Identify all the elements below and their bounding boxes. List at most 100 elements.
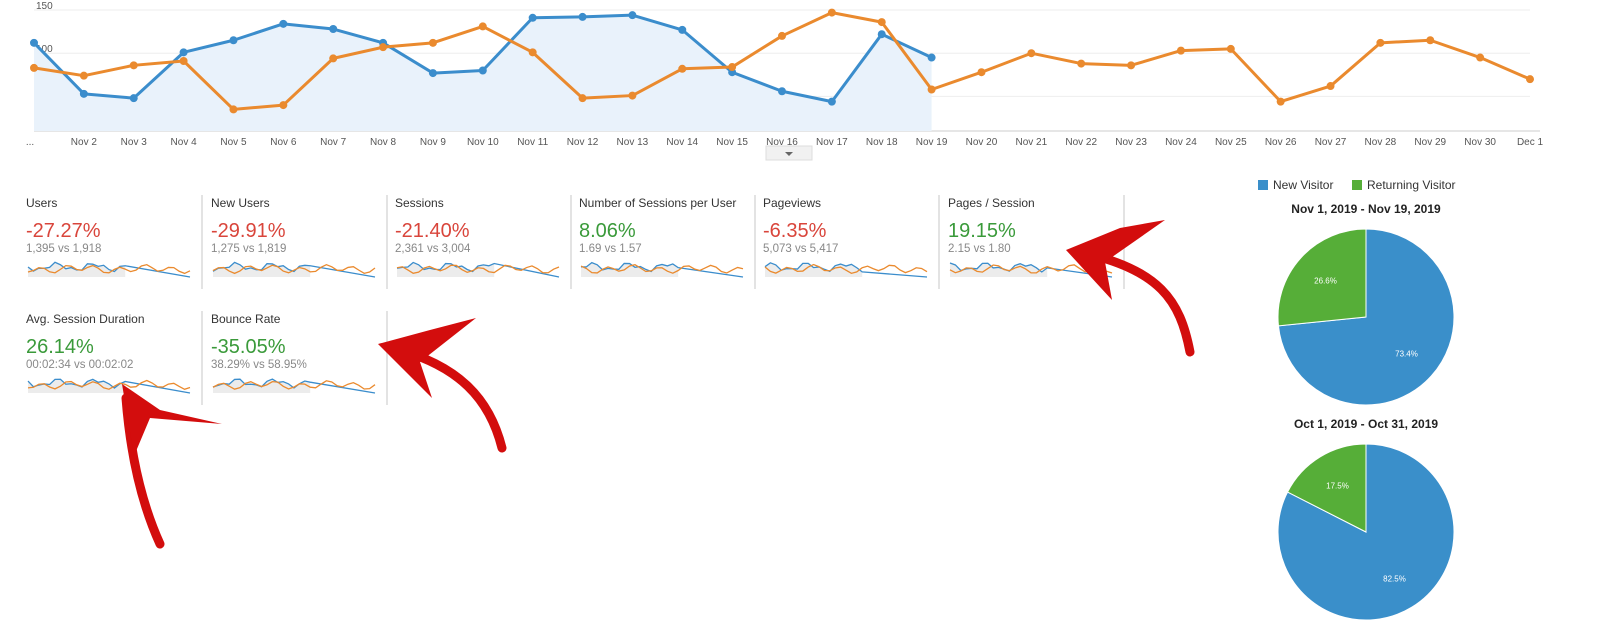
x-tick-label: Dec 1: [1517, 137, 1544, 148]
metric-cards: Users -27.27%1,395 vs 1,918 New Users -29.9…: [26, 195, 1125, 405]
arrowhead: [1066, 220, 1165, 300]
metric-name: Number of Sessions per User: [579, 196, 736, 210]
x-tick-label: Nov 3: [121, 137, 148, 148]
x-tick-label: Nov 28: [1365, 137, 1397, 148]
data-point: [1326, 82, 1335, 91]
x-tick-label: Nov 26: [1265, 137, 1297, 148]
pie-title: Oct 1, 2019 - Oct 31, 2019: [1294, 417, 1438, 431]
data-point: [578, 94, 587, 103]
metric-change: -21.40%: [395, 220, 470, 242]
pie-label: 73.4%: [1395, 350, 1418, 359]
metric-card[interactable]: Sessions -21.40%2,361 vs 3,004: [395, 195, 572, 289]
legend-label: New Visitor: [1273, 178, 1333, 192]
legend-label: Returning Visitor: [1367, 178, 1456, 192]
sparkline-shade: [213, 379, 311, 393]
metric-comparison: 2.15 vs 1.80: [948, 243, 1011, 255]
pie-label: 17.5%: [1326, 481, 1349, 490]
x-tick-label: Nov 30: [1464, 137, 1496, 148]
metric-comparison: 00:02:34 vs 00:02:02: [26, 359, 133, 371]
data-point: [678, 25, 687, 34]
data-point: [478, 66, 487, 75]
data-point: [478, 22, 487, 31]
metric-card[interactable]: Users -27.27%1,395 vs 1,918: [26, 195, 203, 289]
arrowhead: [122, 384, 222, 456]
sparkline-shade: [581, 262, 679, 277]
data-point: [329, 25, 338, 34]
data-point: [129, 94, 138, 103]
sparkline: [27, 263, 191, 275]
sparkline: [212, 380, 376, 390]
metric-card[interactable]: Pageviews -6.35%5,073 vs 5,417: [763, 195, 940, 289]
data-point: [528, 13, 537, 22]
data-point: [877, 18, 886, 27]
data-point: [678, 64, 687, 73]
sparkline: [949, 264, 1113, 274]
sparkline-shade: [950, 263, 1048, 277]
x-tick-label: Nov 6: [270, 137, 297, 148]
metric-card[interactable]: Pages / Session 19.15%2.15 vs 1.80: [948, 195, 1125, 289]
x-tick-label: Nov 5: [220, 137, 247, 148]
data-point: [79, 71, 88, 80]
x-tick-label: Nov 18: [866, 137, 898, 148]
legend-swatch: [1258, 180, 1268, 190]
data-point: [30, 63, 38, 72]
metric-card[interactable]: Number of Sessions per User 8.06%1.69 vs …: [579, 195, 756, 289]
data-point: [827, 97, 836, 106]
metric-change: -6.35%: [763, 220, 827, 242]
data-point: [628, 91, 637, 100]
data-point: [927, 53, 936, 62]
pie-slice: [1286, 443, 1367, 533]
metric-change: 19.15%: [948, 220, 1016, 242]
data-point: [1276, 97, 1285, 106]
sparkline: [212, 261, 376, 278]
data-point: [528, 48, 537, 57]
x-tick-label: Nov 7: [320, 137, 347, 148]
data-point: [30, 38, 38, 47]
metric-name: New Users: [211, 196, 270, 210]
data-point: [1376, 38, 1385, 47]
metric-name: Users: [26, 196, 57, 210]
x-tick-label: Nov 12: [567, 137, 599, 148]
sparkline: [764, 263, 928, 275]
x-tick-label: Nov 23: [1115, 137, 1147, 148]
metric-name: Bounce Rate: [211, 312, 281, 326]
data-point: [877, 30, 886, 39]
sparkline: [27, 379, 191, 390]
data-point: [1027, 49, 1036, 58]
metric-card[interactable]: Bounce Rate -35.05%38.29% vs 58.95%: [211, 311, 388, 405]
metric-card[interactable]: New Users -29.91%1,275 vs 1,819: [211, 195, 388, 289]
metric-change: 8.06%: [579, 220, 636, 242]
pie-slice: [1277, 228, 1367, 327]
data-point: [179, 56, 188, 65]
pie-label: 26.6%: [1314, 276, 1337, 285]
x-tick-label: Nov 25: [1215, 137, 1247, 148]
x-tick-label: Nov 16: [766, 137, 798, 148]
data-point: [279, 101, 288, 110]
data-point: [329, 54, 338, 63]
x-tick-label: Nov 10: [467, 137, 499, 148]
x-tick-label: Nov 22: [1065, 137, 1097, 148]
data-point: [1476, 53, 1485, 62]
data-point: [827, 8, 836, 17]
metric-change: -29.91%: [211, 220, 286, 242]
sparkline-shade: [213, 262, 311, 277]
data-point: [279, 19, 288, 28]
annotation-arrows: [121, 220, 1195, 549]
metric-card[interactable]: Avg. Session Duration 26.14%00:02:34 vs 0…: [26, 311, 203, 405]
pie-charts: Nov 1, 2019 - Nov 19, 2019 New Visitor Ret…: [1258, 178, 1456, 621]
data-point: [728, 63, 737, 72]
y-tick-label: 100: [36, 44, 53, 55]
data-point: [229, 105, 238, 114]
x-tick-label: Nov 29: [1414, 137, 1446, 148]
x-tick-label: ...: [26, 137, 34, 148]
x-tick-label: Nov 14: [666, 137, 698, 148]
data-point: [1226, 44, 1235, 53]
x-tick-label: Nov 19: [916, 137, 948, 148]
x-tick-label: Nov 11: [517, 137, 548, 148]
data-point: [379, 43, 388, 52]
sparkline-shade: [397, 262, 495, 277]
x-tick-label: Nov 4: [171, 137, 198, 148]
x-tick-label: Nov 27: [1315, 137, 1347, 148]
data-point: [179, 48, 188, 57]
